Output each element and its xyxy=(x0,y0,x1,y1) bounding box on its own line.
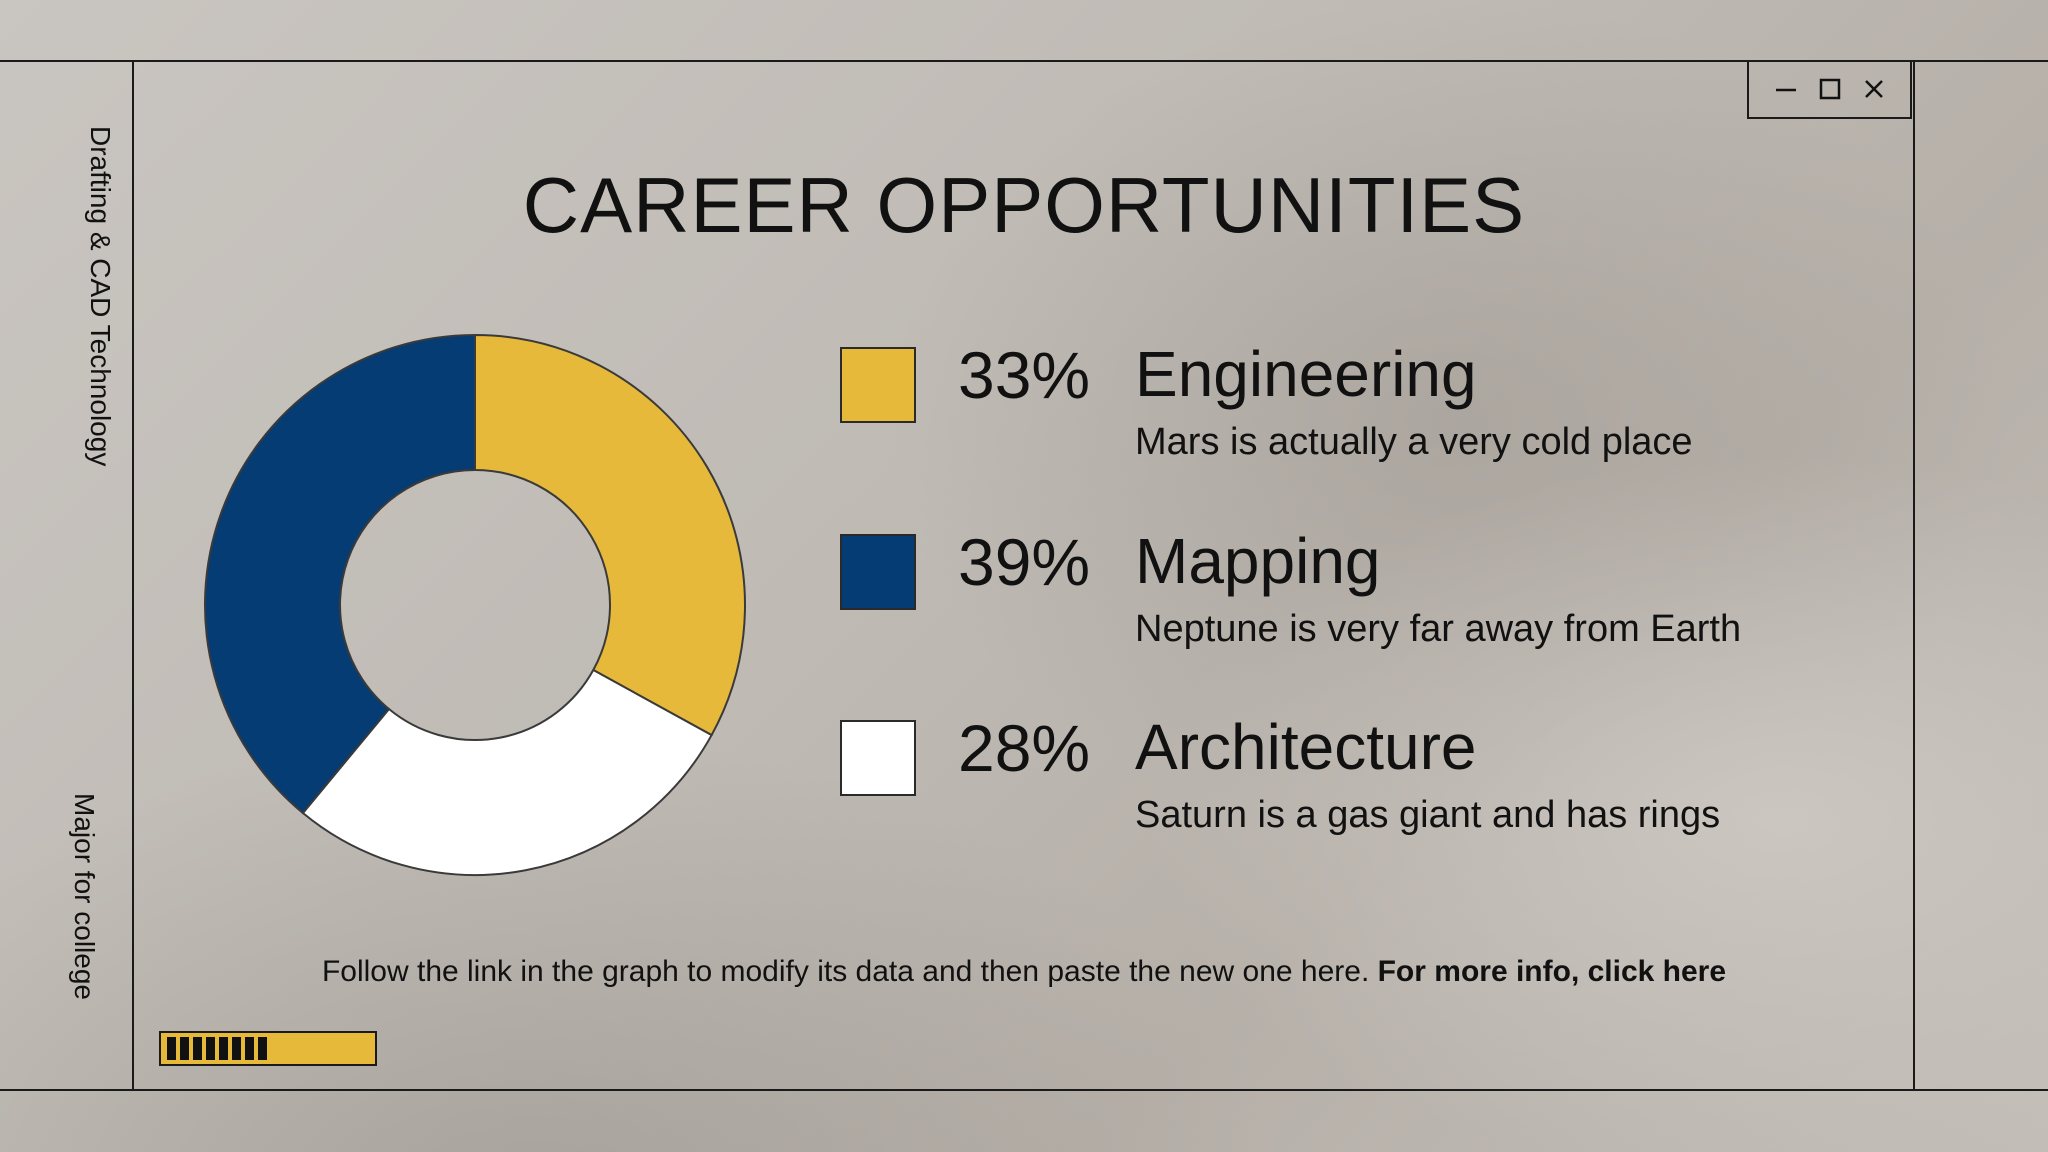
progress-segment xyxy=(245,1037,254,1060)
legend-percent: 39% xyxy=(958,525,1091,599)
maximize-icon xyxy=(1819,78,1840,99)
legend-percent: 28% xyxy=(958,711,1091,785)
donut-slice-architecture[interactable] xyxy=(301,668,713,876)
progress-segment xyxy=(193,1037,202,1060)
window-controls xyxy=(1747,60,1912,119)
maximize-button[interactable] xyxy=(1817,76,1843,102)
footer-text: Follow the link in the graph to modify i… xyxy=(321,955,1378,988)
legend-percent: 33% xyxy=(958,338,1091,412)
footer-note: Follow the link in the graph to modify i… xyxy=(134,955,1914,989)
frame-top-line xyxy=(0,60,2048,62)
close-icon xyxy=(1864,79,1883,98)
legend-description: Mars is actually a very cold place xyxy=(1135,421,1693,463)
legend-description: Saturn is a gas giant and has rings xyxy=(1135,794,1721,836)
donut-slice-mapping[interactable] xyxy=(204,333,476,815)
progress-segment xyxy=(167,1037,176,1060)
progress-segment xyxy=(219,1037,228,1060)
more-info-link[interactable]: For more info, click here xyxy=(1377,955,1727,988)
legend-category: Mapping xyxy=(1135,525,1381,597)
sidebar-top-text: Drafting & CAD Technology xyxy=(85,126,116,467)
sidebar-bottom-text: Major for college xyxy=(69,793,100,1000)
progress-segment xyxy=(206,1037,215,1060)
legend-swatch xyxy=(840,347,916,423)
legend-swatch xyxy=(840,534,916,610)
legend-description: Neptune is very far away from Earth xyxy=(1135,608,1742,650)
progress-segment xyxy=(232,1037,241,1060)
minimize-icon xyxy=(1775,88,1796,91)
progress-bar xyxy=(159,1031,377,1066)
donut-chart[interactable] xyxy=(200,330,750,880)
close-button[interactable] xyxy=(1861,76,1887,102)
legend-category: Architecture xyxy=(1135,711,1477,783)
frame-right-line xyxy=(1913,60,1915,1090)
page-title: CAREER OPPORTUNITIES xyxy=(522,161,1526,249)
progress-segment xyxy=(258,1037,267,1060)
progress-segment xyxy=(180,1037,189,1060)
minimize-button[interactable] xyxy=(1773,76,1799,102)
legend-swatch xyxy=(840,720,916,796)
frame-bottom-line xyxy=(0,1089,2048,1091)
legend-category: Engineering xyxy=(1135,338,1477,410)
donut-slice-engineering[interactable] xyxy=(474,333,746,737)
frame-left-line xyxy=(132,60,134,1090)
